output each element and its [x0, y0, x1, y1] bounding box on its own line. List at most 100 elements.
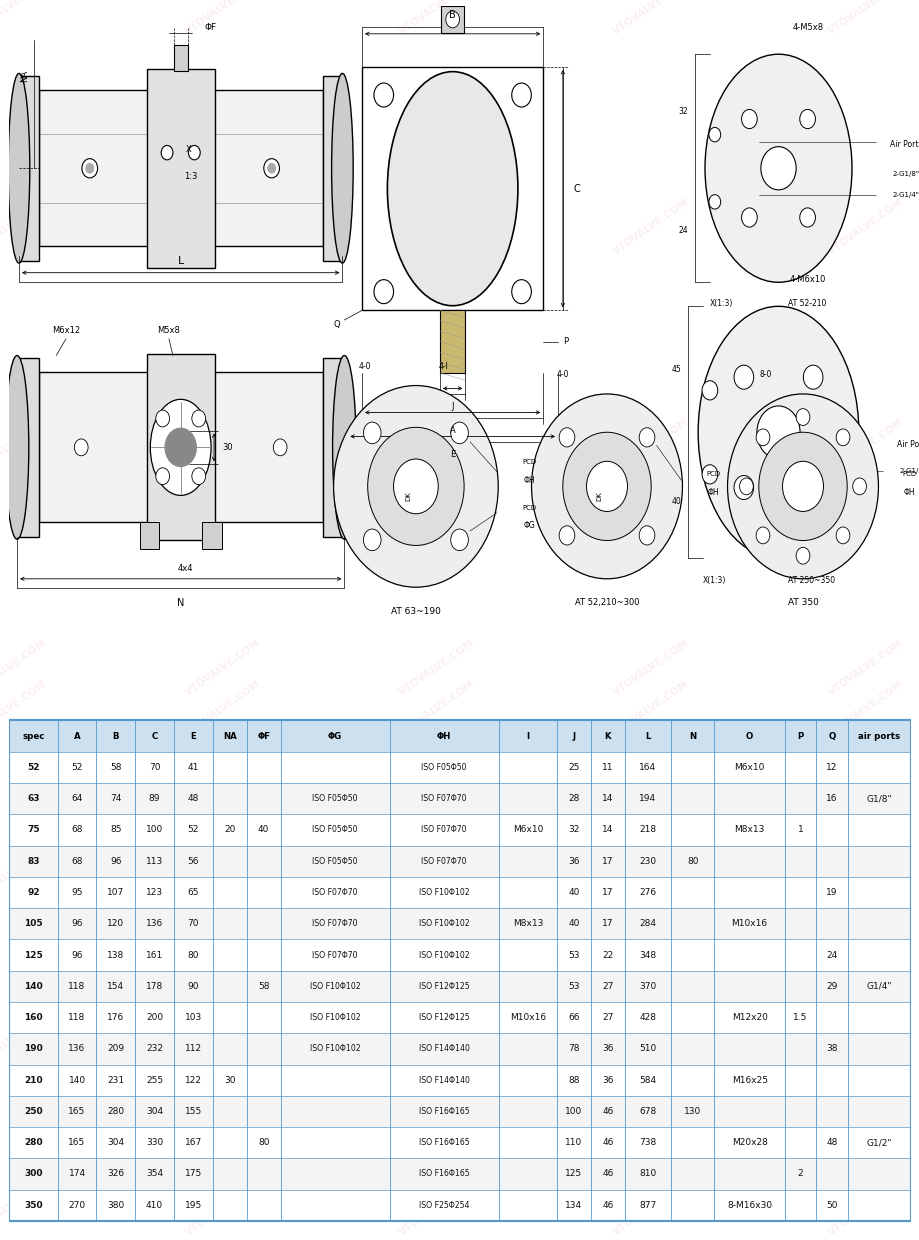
Bar — [146, 68, 214, 268]
Text: 130: 130 — [684, 1107, 700, 1116]
Text: X(1:3): X(1:3) — [702, 575, 726, 584]
Text: 100: 100 — [564, 1107, 582, 1116]
Circle shape — [758, 433, 846, 541]
Text: ISO F05Φ50: ISO F05Φ50 — [312, 794, 357, 804]
Text: VTOVALVE.COM: VTOVALVE.COM — [825, 678, 904, 739]
Text: VTOVALVE.COM: VTOVALVE.COM — [825, 0, 904, 36]
Text: N: N — [176, 598, 184, 608]
Bar — [17, 358, 39, 537]
Circle shape — [188, 145, 200, 160]
Text: 1.5: 1.5 — [792, 1013, 807, 1022]
Circle shape — [733, 475, 753, 500]
Circle shape — [446, 11, 459, 27]
Text: 27: 27 — [602, 1013, 613, 1022]
Text: 89: 89 — [149, 794, 160, 804]
Text: 30: 30 — [222, 443, 233, 451]
Text: M20x28: M20x28 — [731, 1138, 766, 1147]
Text: 584: 584 — [639, 1075, 655, 1085]
Text: 165: 165 — [68, 1107, 85, 1116]
Text: 175: 175 — [185, 1169, 202, 1178]
Circle shape — [802, 365, 823, 389]
Text: G1/2": G1/2" — [866, 1138, 891, 1147]
Text: PCD: PCD — [902, 471, 916, 477]
Circle shape — [82, 159, 97, 177]
Text: 100: 100 — [146, 826, 163, 835]
Text: 105: 105 — [24, 919, 42, 929]
Text: VTOVALVE.COM: VTOVALVE.COM — [611, 197, 690, 257]
Circle shape — [511, 83, 531, 107]
Circle shape — [192, 467, 205, 485]
Text: 380: 380 — [108, 1200, 124, 1210]
Circle shape — [373, 83, 393, 107]
Text: ISO F14Φ140: ISO F14Φ140 — [418, 1075, 470, 1085]
Text: 410: 410 — [146, 1200, 163, 1210]
Text: VTOVALVE.COM: VTOVALVE.COM — [0, 844, 49, 905]
Text: VTOVALVE.COM: VTOVALVE.COM — [0, 197, 49, 257]
Circle shape — [701, 465, 717, 484]
Text: 66: 66 — [568, 1013, 579, 1022]
Text: 123: 123 — [146, 888, 163, 897]
Text: B: B — [112, 732, 119, 740]
Ellipse shape — [333, 356, 356, 539]
Text: B: B — [448, 10, 456, 20]
Text: ISO F07Φ70: ISO F07Φ70 — [421, 857, 467, 866]
Text: VTOVALVE.COM: VTOVALVE.COM — [825, 417, 904, 477]
Bar — [361, 67, 543, 310]
Circle shape — [450, 529, 468, 551]
Text: VTOVALVE.COM: VTOVALVE.COM — [611, 417, 690, 477]
Text: 36: 36 — [601, 1075, 613, 1085]
Text: 280: 280 — [108, 1107, 124, 1116]
Ellipse shape — [150, 399, 210, 495]
Text: 88: 88 — [568, 1075, 579, 1085]
Text: VTOVALVE.COM: VTOVALVE.COM — [184, 637, 263, 698]
Text: 370: 370 — [639, 982, 656, 991]
Text: ΦH: ΦH — [708, 487, 719, 497]
Text: VTOVALVE.COM: VTOVALVE.COM — [611, 637, 690, 698]
Text: 80: 80 — [187, 951, 199, 960]
Text: 53: 53 — [568, 951, 579, 960]
Text: 19: 19 — [825, 888, 837, 897]
Text: 155: 155 — [185, 1107, 202, 1116]
Text: 78: 78 — [568, 1044, 579, 1054]
Text: 12: 12 — [825, 763, 837, 771]
Text: ΦF: ΦF — [204, 24, 216, 32]
Circle shape — [373, 280, 393, 304]
Text: 74: 74 — [110, 794, 121, 804]
Ellipse shape — [387, 72, 517, 306]
Text: I: I — [526, 732, 528, 740]
Text: ISO F07Φ70: ISO F07Φ70 — [421, 826, 467, 835]
Bar — [323, 76, 342, 260]
Text: 120: 120 — [108, 919, 124, 929]
Bar — [174, 45, 187, 71]
Text: 58: 58 — [110, 763, 121, 771]
Text: 209: 209 — [108, 1044, 124, 1054]
Text: 231: 231 — [108, 1075, 124, 1085]
Circle shape — [639, 428, 654, 446]
Circle shape — [511, 280, 531, 304]
Text: L: L — [644, 732, 650, 740]
Text: 304: 304 — [108, 1138, 124, 1147]
Text: 92: 92 — [27, 888, 40, 897]
Text: ΦH: ΦH — [437, 732, 451, 740]
Text: 134: 134 — [565, 1200, 582, 1210]
Text: VTOVALVE.COM: VTOVALVE.COM — [397, 197, 477, 257]
Text: 160: 160 — [24, 1013, 42, 1022]
Text: 30: 30 — [223, 1075, 235, 1085]
Text: VTOVALVE.COM: VTOVALVE.COM — [611, 678, 690, 739]
Text: M10x16: M10x16 — [509, 1013, 545, 1022]
Text: M8x13: M8x13 — [512, 919, 542, 929]
Text: VTOVALVE.COM: VTOVALVE.COM — [184, 197, 263, 257]
Text: 46: 46 — [602, 1107, 613, 1116]
Text: 284: 284 — [639, 919, 655, 929]
Circle shape — [161, 145, 173, 160]
Text: 300: 300 — [24, 1169, 42, 1178]
Text: VTOVALVE.COM: VTOVALVE.COM — [397, 1012, 477, 1071]
Text: Air Ports: Air Ports — [895, 440, 919, 449]
Circle shape — [450, 422, 468, 444]
Text: 232: 232 — [146, 1044, 163, 1054]
Circle shape — [733, 365, 753, 389]
Text: 118: 118 — [68, 1013, 85, 1022]
Circle shape — [368, 428, 463, 546]
Text: VTOVALVE.COM: VTOVALVE.COM — [611, 844, 690, 905]
Text: 32: 32 — [568, 826, 579, 835]
